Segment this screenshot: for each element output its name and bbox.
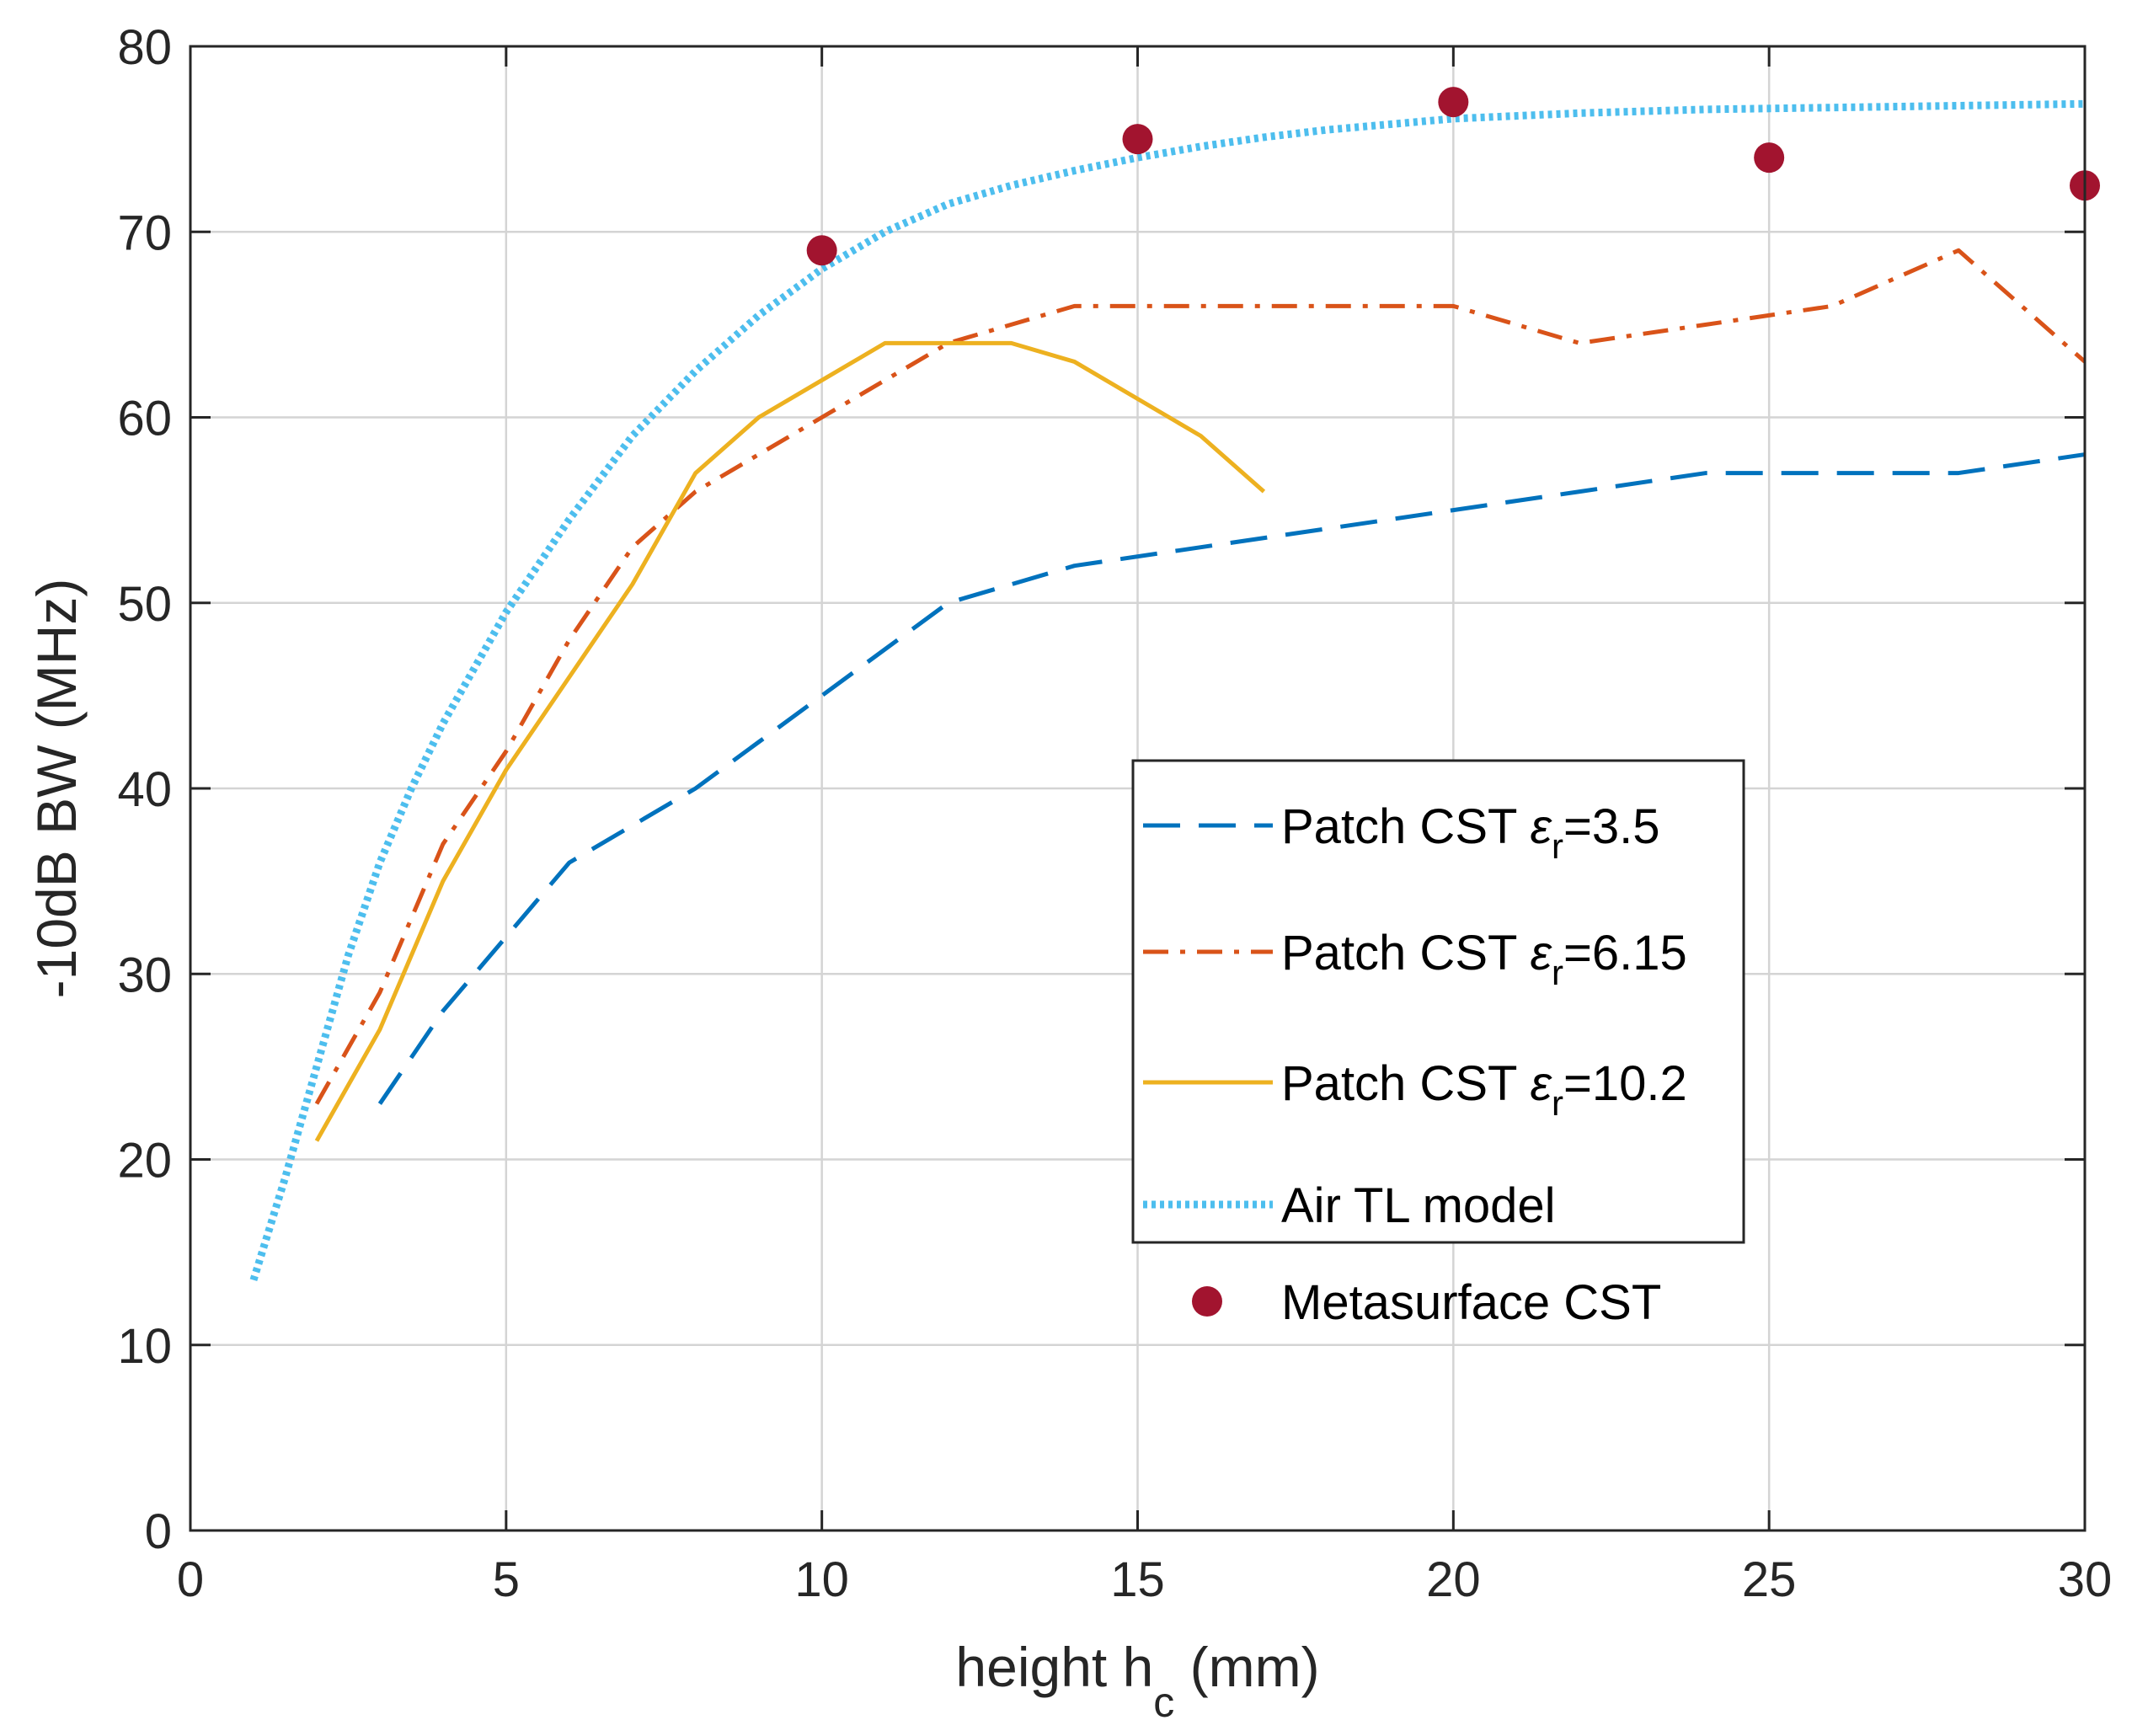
y-tick-label: 60 <box>117 392 172 446</box>
legend-label-2: Patch CST εr=10.2 <box>1281 1056 1687 1123</box>
series-1-line <box>314 248 2087 1105</box>
y-tick-label: 40 <box>117 762 172 817</box>
y-tick-label: 10 <box>117 1319 172 1374</box>
x-axis-label: height hc (mm) <box>955 1636 1319 1726</box>
x-axis-label-sub: c <box>1153 1679 1174 1726</box>
x-tick-label: 15 <box>1110 1552 1165 1607</box>
x-tick-label: 20 <box>1426 1552 1481 1607</box>
x-tick-label: 5 <box>493 1552 520 1607</box>
y-tick-label: 80 <box>117 20 172 75</box>
x-axis-label-main: height h <box>955 1636 1153 1698</box>
x-tick-label: 10 <box>794 1552 849 1607</box>
series-layer <box>249 87 2100 1281</box>
x-axis-label-unit: (mm) <box>1174 1636 1319 1698</box>
x-tick-label: 30 <box>2058 1552 2113 1607</box>
legend-label-0: Patch CST εr=3.5 <box>1281 799 1660 866</box>
series-0-line <box>377 452 2086 1105</box>
series-4-point <box>806 235 837 266</box>
y-tick-label: 20 <box>117 1134 172 1188</box>
x-tick-label: 25 <box>1742 1552 1797 1607</box>
y-tick-label: 70 <box>117 206 172 260</box>
ticks <box>189 45 2087 1532</box>
legend: Patch CST εr=3.5 Patch CST εr=6.15 Patch C… <box>1131 759 1745 1330</box>
series-4-point <box>1122 124 1153 155</box>
y-axis-label: -10dB BW (MHz) <box>25 579 88 999</box>
legend-box <box>1131 759 1745 1244</box>
y-tick-label: 30 <box>117 948 172 1002</box>
legend-marker-4 <box>1192 1286 1222 1317</box>
tick-labels: 0 5 10 15 20 25 30 0 10 20 30 40 50 60 70 80 <box>117 20 2112 1607</box>
x-tick-label: 0 <box>177 1552 204 1607</box>
legend-label-4: Metasurface CST <box>1281 1275 1661 1330</box>
series-4-point <box>1754 142 1785 174</box>
legend-label-1: Patch CST εr=6.15 <box>1281 926 1687 992</box>
legend-label-3: Air TL model <box>1281 1178 1556 1233</box>
y-tick-label: 50 <box>117 577 172 632</box>
series-2-line <box>314 340 1266 1142</box>
series-4-point <box>1438 87 1469 118</box>
y-tick-label: 0 <box>145 1504 172 1559</box>
